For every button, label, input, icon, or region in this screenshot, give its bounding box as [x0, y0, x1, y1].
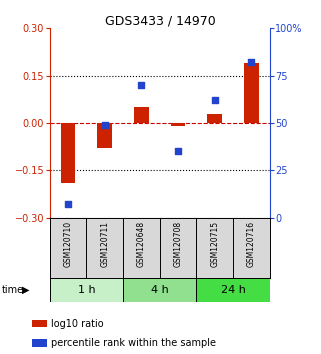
Text: percentile rank within the sample: percentile rank within the sample	[51, 338, 216, 348]
Text: GSM120710: GSM120710	[64, 221, 73, 267]
Bar	[61, 123, 75, 183]
Bar	[123, 278, 196, 302]
Text: GSM120716: GSM120716	[247, 221, 256, 267]
Point	[176, 149, 181, 154]
Text: GDS3433 / 14970: GDS3433 / 14970	[105, 15, 216, 28]
Text: 24 h: 24 h	[221, 285, 246, 295]
Bar	[50, 278, 123, 302]
Point	[249, 59, 254, 65]
Point	[102, 122, 107, 128]
Bar	[97, 123, 112, 148]
Text: time: time	[2, 285, 24, 295]
Text: GSM120708: GSM120708	[174, 221, 183, 267]
Point	[212, 97, 217, 103]
Text: log10 ratio: log10 ratio	[51, 319, 104, 329]
Bar	[207, 114, 222, 123]
Text: 1 h: 1 h	[78, 285, 95, 295]
Bar	[134, 107, 149, 123]
Point	[65, 202, 71, 207]
Text: 4 h: 4 h	[151, 285, 169, 295]
Text: GSM120715: GSM120715	[210, 221, 219, 267]
Bar	[171, 123, 185, 126]
Text: GSM120648: GSM120648	[137, 221, 146, 267]
Bar	[244, 63, 259, 123]
Text: GSM120711: GSM120711	[100, 221, 109, 267]
Text: ▶: ▶	[22, 285, 29, 295]
Bar	[196, 278, 270, 302]
Point	[139, 82, 144, 88]
